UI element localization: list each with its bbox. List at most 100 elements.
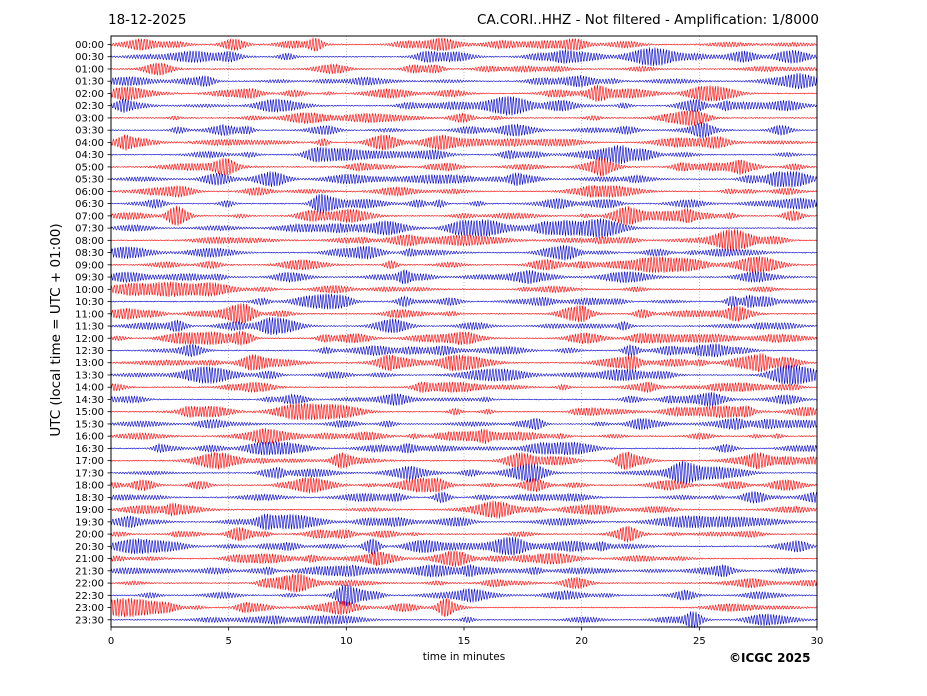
trace-16:00 [110, 427, 818, 445]
trace-23:30 [110, 611, 818, 629]
y-tick-label: 11:30 [75, 322, 104, 333]
y-tick-label: 21:30 [75, 566, 104, 577]
y-tick-label: 22:30 [75, 591, 104, 602]
trace-03:00 [110, 109, 818, 127]
x-axis-label: time in minutes [422, 651, 506, 663]
trace-00:30 [110, 47, 818, 67]
trace-08:00 [110, 229, 818, 252]
y-tick-label: 18:00 [75, 481, 104, 492]
x-tick-label: 25 [693, 636, 706, 647]
x-tick-label: 15 [458, 636, 471, 647]
plot-frame [110, 35, 818, 628]
trace-06:30 [110, 193, 818, 214]
trace-15:00 [110, 403, 818, 421]
copyright-credit: ©ICGC 2025 [729, 651, 811, 665]
x-tick-label: 5 [225, 636, 231, 647]
trace-13:30 [110, 364, 818, 386]
trace-18:30 [110, 491, 818, 504]
y-tick-label: 05:30 [75, 175, 104, 186]
y-tick-label: 10:00 [75, 285, 104, 296]
trace-21:30 [110, 564, 818, 578]
trace-07:30 [110, 218, 818, 238]
trace-14:00 [110, 381, 818, 393]
y-tick-label: 15:30 [75, 419, 104, 430]
y-tick-label: 06:30 [75, 199, 104, 210]
trace-02:00 [110, 84, 818, 102]
trace-22:00 [110, 573, 818, 593]
y-tick-label: 03:00 [75, 113, 104, 124]
trace-01:30 [110, 73, 818, 90]
trace-18:00 [110, 476, 818, 494]
y-tick-label: 01:00 [75, 64, 104, 75]
y-tick-label: 20:00 [75, 530, 104, 541]
x-tick-label: 30 [811, 636, 824, 647]
y-tick-label: 13:00 [75, 358, 104, 369]
y-tick-label: 23:00 [75, 603, 104, 614]
y-tick-label: 00:30 [75, 52, 104, 63]
trace-01:00 [110, 62, 818, 76]
y-tick-label: 18:30 [75, 493, 104, 504]
trace-09:30 [110, 268, 818, 285]
y-tick-label: 07:30 [75, 224, 104, 235]
trace-07:00 [110, 205, 818, 226]
y-tick-label: 14:30 [75, 395, 104, 406]
y-tick-label: 14:00 [75, 383, 104, 394]
y-tick-label: 00:00 [75, 40, 104, 51]
y-tick-label: 10:30 [75, 297, 104, 308]
trace-05:00 [110, 156, 818, 178]
trace-19:00 [111, 500, 818, 519]
y-tick-label: 20:30 [75, 542, 104, 553]
x-tick-label: 10 [340, 636, 353, 647]
y-tick-label: 17:30 [75, 468, 104, 479]
trace-14:30 [110, 391, 818, 407]
y-tick-label: 08:00 [75, 236, 104, 247]
y-tick-label: 09:30 [75, 273, 104, 284]
trace-03:30 [110, 121, 818, 139]
trace-04:30 [110, 145, 818, 165]
y-tick-label: 16:00 [75, 432, 104, 443]
y-tick-label: 02:00 [75, 89, 104, 100]
trace-00:00 [110, 37, 818, 52]
date-label: 18-12-2025 [108, 12, 187, 28]
y-tick-label: 04:30 [75, 150, 104, 161]
trace-12:30 [110, 343, 818, 358]
trace-10:00 [110, 281, 818, 297]
y-tick-label: 12:00 [75, 334, 104, 345]
y-tick-label: 09:00 [75, 260, 104, 271]
trace-10:30 [110, 293, 818, 310]
trace-05:30 [110, 170, 818, 188]
y-tick-label: 19:30 [75, 517, 104, 528]
y-tick-label: 08:30 [75, 248, 104, 259]
y-tick-label: 17:00 [75, 456, 104, 467]
trace-11:00 [110, 303, 818, 325]
y-tick-label: 21:00 [75, 554, 104, 565]
y-tick-label: 03:30 [75, 126, 104, 137]
chart-title: CA.CORI..HHZ - Not filtered - Amplificat… [477, 12, 819, 28]
x-tick-label: 20 [575, 636, 588, 647]
y-tick-label: 13:30 [75, 370, 104, 381]
trace-21:00 [110, 550, 818, 568]
trace-06:00 [110, 184, 818, 199]
y-tick-label: 06:00 [75, 187, 104, 198]
trace-04:00 [110, 134, 818, 151]
trace-16:30 [110, 441, 818, 456]
y-tick-label: 05:00 [75, 162, 104, 173]
trace-02:30 [110, 96, 818, 116]
y-tick-label: 16:30 [75, 444, 104, 455]
trace-13:00 [111, 353, 818, 373]
trace-23:00 [110, 597, 818, 618]
y-tick-label: 22:00 [75, 579, 104, 590]
y-tick-label: 11:00 [75, 309, 104, 320]
trace-17:00 [110, 451, 818, 470]
trace-09:00 [110, 256, 818, 274]
trace-12:00 [110, 331, 818, 346]
y-tick-label: 19:00 [75, 505, 104, 516]
y-tick-label: 04:00 [75, 138, 104, 149]
y-tick-label: 02:30 [75, 101, 104, 112]
trace-08:30 [110, 244, 818, 261]
y-tick-label: 07:00 [75, 211, 104, 222]
y-tick-label: 23:30 [75, 615, 104, 626]
trace-20:00 [110, 525, 818, 543]
